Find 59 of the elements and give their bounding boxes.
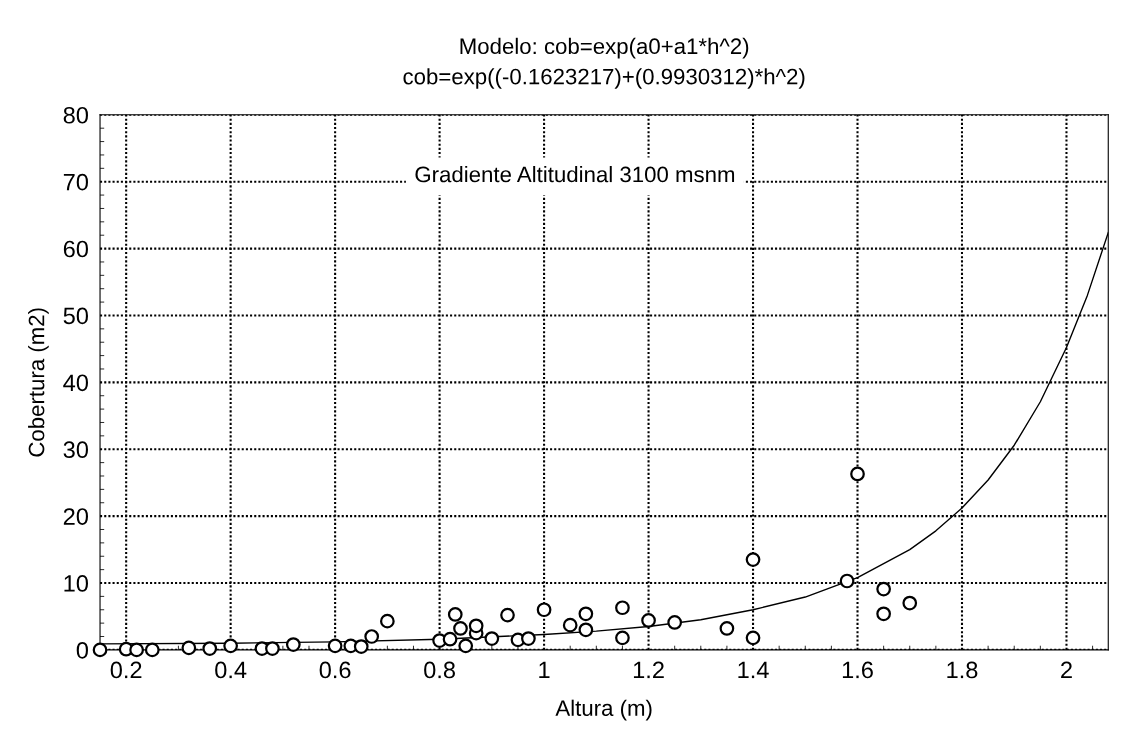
point [745, 552, 761, 567]
point [447, 607, 463, 622]
y-tick-label: 10 [64, 575, 88, 592]
y-tick-label: 70 [63, 173, 88, 191]
x-tick-label: 0.6 [319, 661, 351, 679]
point [745, 630, 761, 646]
point [578, 622, 594, 638]
y-tick-label: 0 [76, 641, 88, 659]
point [578, 606, 594, 622]
point [562, 617, 578, 633]
point [144, 642, 160, 658]
point [353, 639, 369, 654]
point [380, 613, 395, 629]
point [902, 595, 918, 611]
y-tick-label: 20 [63, 508, 88, 525]
chart-title: Modelo: cob=exp(a0+a1*h^2) cob=exp((-0.1623217)+(0.9930312)*h^2) [403, 37, 805, 89]
point [521, 631, 536, 646]
point [129, 642, 144, 658]
x-tick-label: 1.8 [947, 661, 978, 679]
y-tick-label: 60 [63, 240, 88, 258]
point [667, 615, 683, 630]
point [876, 606, 891, 622]
point [285, 637, 301, 652]
point [223, 638, 238, 654]
x-tick-label: 0.4 [215, 661, 247, 679]
point [500, 607, 515, 623]
point [641, 613, 656, 628]
point [327, 638, 343, 654]
x-tick-label: 0.8 [424, 661, 455, 679]
x-tick-label: 1.4 [738, 661, 769, 679]
x-tick-label: 0.2 [110, 661, 142, 679]
point [181, 640, 197, 656]
point [364, 629, 380, 644]
x-tick-label: 1.2 [633, 661, 664, 679]
annotation: Gradiente Altitudinal 3100 msnm [415, 165, 735, 183]
point [442, 631, 458, 647]
point [92, 642, 108, 658]
x-tick-label: 1 [539, 661, 550, 679]
point [468, 618, 484, 634]
point [876, 581, 891, 597]
point [202, 641, 218, 656]
x-tick-label: 2 [1061, 661, 1072, 679]
y-axis-title: Cobertura (m2) [28, 308, 49, 457]
x-tick-label: 1.6 [842, 661, 873, 679]
point [484, 631, 500, 646]
y-tick-label: 40 [63, 374, 88, 392]
point [536, 602, 552, 618]
point [265, 641, 280, 656]
point [850, 466, 865, 482]
point [453, 621, 468, 636]
point [615, 600, 630, 616]
x-axis-title: Altura (m) [555, 699, 652, 721]
y-tick-label: 30 [63, 441, 88, 459]
point [839, 573, 855, 589]
point [458, 638, 474, 654]
point [615, 630, 630, 646]
y-tick-label: 50 [63, 307, 88, 325]
point [719, 621, 735, 636]
y-tick-label: 80 [63, 106, 88, 124]
